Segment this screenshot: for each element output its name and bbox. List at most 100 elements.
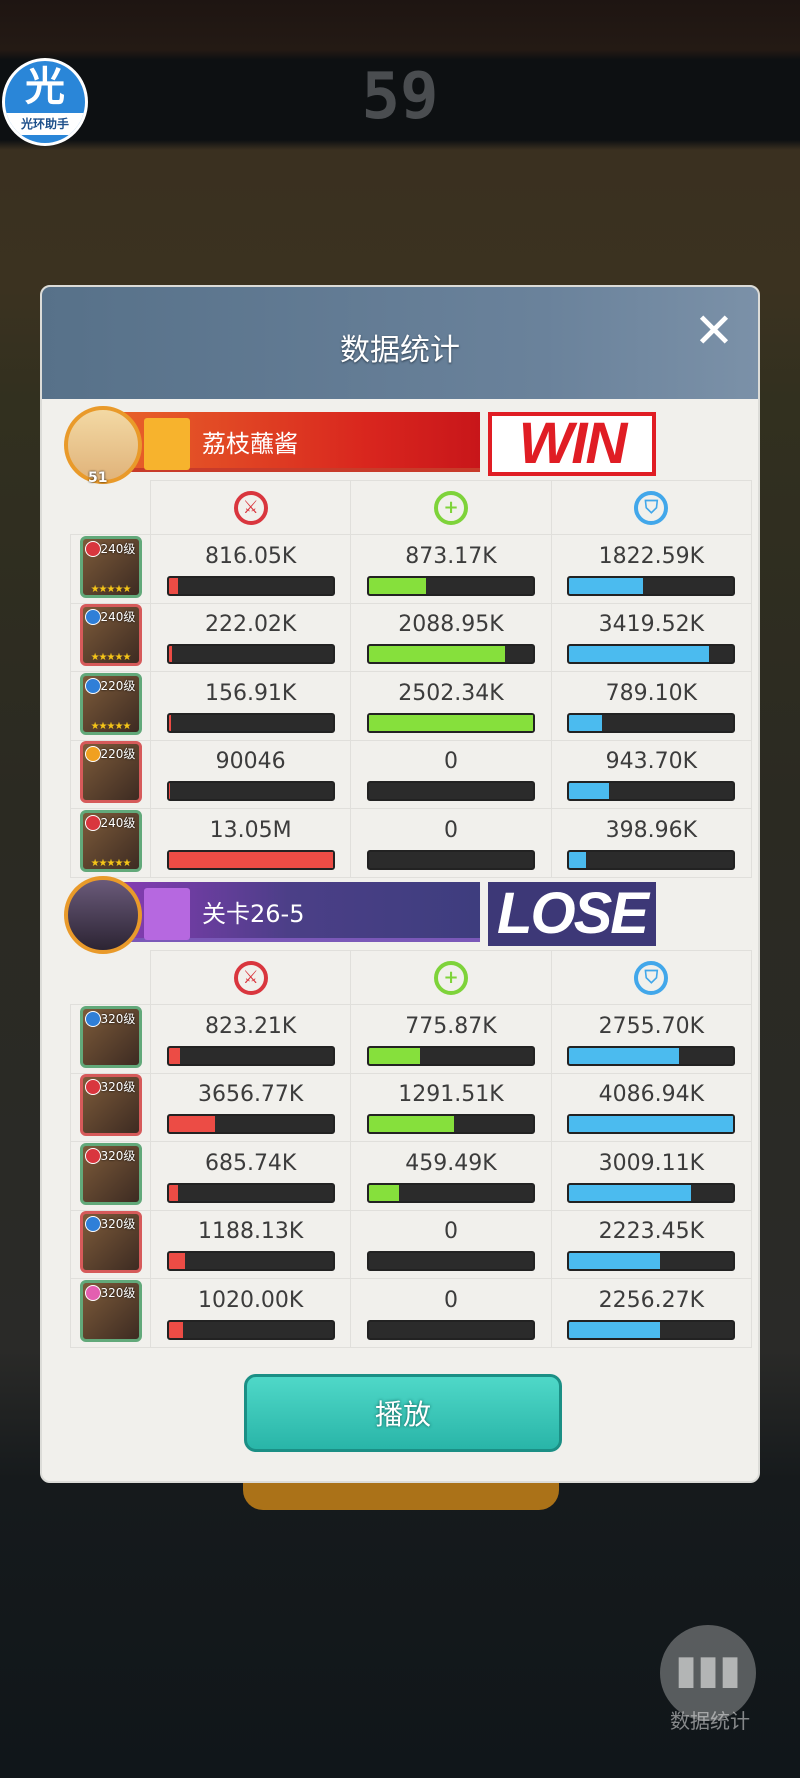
heal-value: 1291.51K — [398, 1082, 504, 1108]
close-icon[interactable]: ✕ — [693, 303, 735, 359]
element-icon — [84, 677, 101, 694]
shield-bar-fill — [569, 1116, 734, 1133]
hero-row: 320级 3656.77K 1291.51K 4086.94K — [70, 1072, 753, 1142]
team-banner: 关卡26-5 — [102, 882, 480, 942]
hero-level: 240级 — [100, 610, 136, 625]
hero-portrait[interactable]: 240级 ★★★★★ — [79, 535, 142, 598]
team-name: 关卡26-5 — [202, 900, 305, 928]
stats-table: ⚔ + ⛉ 320级 823.21K 775.87K 2755.70K 320级 3656.77… — [70, 950, 753, 1348]
hero-portrait[interactable]: 220级 ★★★★★ — [79, 672, 142, 735]
damage-value: 156.91K — [204, 680, 297, 706]
hero-portrait[interactable]: 240级 ★★★★★ — [79, 604, 142, 667]
shield-bar — [567, 1182, 736, 1203]
heal-value: 0 — [443, 817, 458, 843]
heal-bar — [366, 1045, 535, 1066]
hero-portrait[interactable]: 320级 — [79, 1074, 142, 1137]
hero-portrait[interactable]: 220级 — [79, 741, 142, 804]
shield-value: 789.10K — [605, 680, 698, 706]
dialog-header: 数据统计 ✕ — [42, 287, 758, 399]
element-icon — [84, 1079, 101, 1096]
shield-value: 3419.52K — [598, 612, 705, 638]
damage-value: 1020.00K — [197, 1287, 304, 1313]
shield-value: 2256.27K — [598, 1287, 705, 1313]
shield-value: 943.70K — [605, 749, 698, 775]
logo-label: 光环助手 — [5, 113, 85, 135]
damage-bar — [166, 781, 335, 802]
hero-level: 240级 — [100, 815, 136, 830]
plus-icon: + — [433, 960, 468, 995]
damage-value: 13.05M — [209, 817, 292, 843]
heal-bar — [366, 575, 535, 596]
damage-value: 222.02K — [204, 612, 297, 638]
hero-level: 240级 — [100, 541, 136, 556]
team-banner: 荔枝蘸酱 — [102, 412, 480, 472]
heal-bar — [366, 712, 535, 733]
hero-row: 220级 90046 0 943.70K — [70, 739, 753, 809]
shield-bar-fill — [569, 783, 609, 800]
shield-bar-fill — [569, 1184, 691, 1201]
damage-bar-fill — [168, 1116, 215, 1133]
damage-bar — [166, 1251, 335, 1272]
heal-bar-fill — [368, 1184, 399, 1201]
element-icon — [84, 1216, 101, 1233]
damage-bar-fill — [168, 1184, 179, 1201]
bar-chart-icon[interactable]: ▮▮▮ — [660, 1625, 756, 1721]
team-name: 荔枝蘸酱 — [202, 430, 298, 458]
hero-portrait[interactable]: 320级 — [79, 1142, 142, 1205]
damage-bar-fill — [168, 783, 171, 800]
shield-bar-fill — [569, 646, 709, 663]
logo-glyph: 光 — [25, 64, 65, 110]
hero-row: 320级 685.74K 459.49K 3009.11K — [70, 1141, 753, 1211]
hero-portrait[interactable]: 240级 ★★★★★ — [79, 809, 142, 872]
shield-bar-fill — [569, 851, 586, 868]
heal-bar-fill — [368, 646, 506, 663]
team-avatar — [64, 876, 142, 954]
shield-bar — [567, 644, 736, 665]
shield-bar — [567, 575, 736, 596]
sword-icon: ⚔ — [233, 490, 268, 525]
sword-icon: ⚔ — [233, 960, 268, 995]
heal-bar-fill — [368, 1047, 420, 1064]
element-icon — [84, 1284, 101, 1301]
heal-value: 775.87K — [405, 1013, 497, 1039]
heal-bar-fill — [368, 1116, 455, 1133]
hero-row: 240级 ★★★★★ 816.05K 873.17K 1822.59K — [70, 534, 753, 604]
star-rating: ★★★★★ — [90, 583, 132, 595]
damage-value: 685.74K — [204, 1150, 297, 1176]
element-icon — [84, 1010, 101, 1027]
shield-value: 4086.94K — [598, 1082, 705, 1108]
element-icon — [84, 1147, 101, 1164]
heal-value: 2088.95K — [398, 612, 504, 638]
shield-value: 1822.59K — [598, 543, 705, 569]
hero-portrait[interactable]: 320级 — [79, 1279, 142, 1342]
hero-portrait[interactable]: 320级 — [79, 1005, 142, 1068]
shield-bar — [567, 712, 736, 733]
damage-bar — [166, 1182, 335, 1203]
hero-row: 220级 ★★★★★ 156.91K 2502.34K 789.10K — [70, 671, 753, 741]
star-rating: ★★★★★ — [90, 652, 132, 664]
shield-bar — [567, 1319, 736, 1340]
hero-level: 320级 — [100, 1011, 136, 1026]
overlay-logo[interactable]: 光光环助手 — [2, 58, 88, 146]
play-button[interactable]: 播放 — [244, 1374, 562, 1452]
hero-level: 320级 — [100, 1080, 136, 1095]
shield-bar-fill — [569, 1321, 660, 1338]
shield-icon: ⛉ — [634, 960, 669, 995]
plus-icon: + — [433, 490, 468, 525]
heal-bar — [366, 644, 535, 665]
hero-portrait[interactable]: 320级 — [79, 1211, 142, 1274]
hero-level: 320级 — [100, 1217, 136, 1232]
shield-value: 2755.70K — [598, 1013, 705, 1039]
damage-bar — [166, 575, 335, 596]
element-icon — [84, 609, 101, 626]
element-icon — [84, 540, 101, 557]
damage-bar — [166, 1319, 335, 1340]
flag-icon — [144, 888, 190, 940]
dialog-title: 数据统计 — [340, 333, 460, 368]
shield-bar — [567, 781, 736, 802]
shield-bar-fill — [569, 577, 644, 594]
damage-bar-fill — [168, 646, 172, 663]
player-level: 51 — [88, 470, 108, 486]
heal-bar-fill — [368, 577, 427, 594]
star-rating: ★★★★★ — [90, 857, 132, 869]
